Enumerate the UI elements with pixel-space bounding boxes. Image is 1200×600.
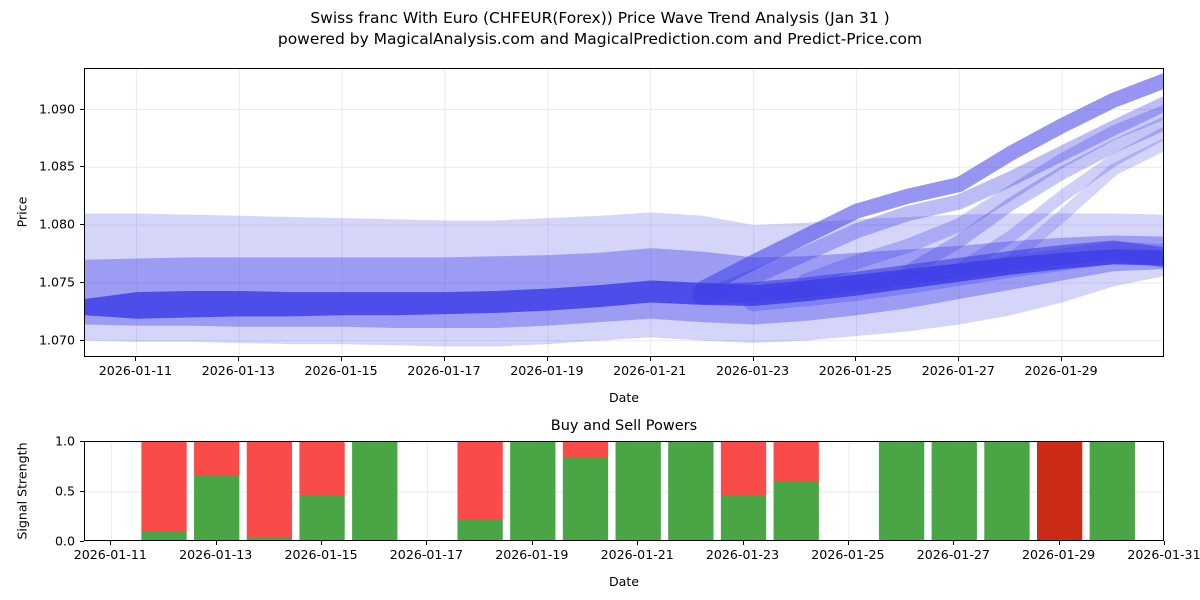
price-x-tick	[135, 357, 137, 361]
powers-x-tick	[953, 541, 955, 545]
price-y-tick-label: 1.085	[38, 158, 75, 174]
price-y-tick-label: 1.070	[38, 332, 75, 348]
powers-y-tick-label: 0.5	[54, 483, 75, 499]
powers-x-tick	[321, 541, 323, 545]
powers-y-tick-label: 1.0	[54, 433, 75, 449]
powers-x-tick-label: 2026-01-13	[179, 547, 253, 562]
powers-x-tick	[1164, 541, 1165, 545]
price-x-axis-label: Date	[608, 390, 640, 405]
powers-x-tick-label: 2026-01-11	[73, 547, 147, 562]
powers-y-tick	[80, 491, 84, 492]
powers-x-tick	[426, 541, 428, 545]
price-x-tick	[1061, 357, 1063, 361]
price-x-tick-label: 2026-01-15	[304, 363, 378, 378]
powers-x-tick-label: 2026-01-15	[284, 547, 358, 562]
powers-bars-svg	[85, 442, 1163, 540]
price-y-axis-label: Price	[14, 196, 30, 228]
powers-y-axis-label: Signal Strength	[14, 442, 30, 540]
price-x-tick	[855, 357, 857, 361]
powers-x-tick-label: 2026-01-25	[811, 547, 885, 562]
price-x-tick	[444, 357, 445, 361]
price-x-tick	[238, 357, 240, 361]
price-x-tick	[546, 357, 548, 361]
price-x-tick-label: 2026-01-29	[1024, 363, 1098, 378]
price-y-tick	[80, 166, 84, 168]
page-subtitle: powered by MagicalAnalysis.com and Magic…	[277, 30, 923, 48]
powers-x-tick	[742, 541, 744, 545]
price-wave-svg	[85, 69, 1163, 356]
powers-x-axis-label: Date	[608, 574, 640, 589]
powers-x-tick-label: 2026-01-23	[705, 547, 780, 562]
powers-x-tick-label: 2026-01-29	[1021, 547, 1096, 562]
powers-x-tick	[110, 541, 112, 545]
powers-x-tick-label: 2026-01-19	[495, 547, 569, 562]
price-x-tick	[341, 357, 343, 361]
price-y-tick-label: 1.075	[38, 274, 75, 290]
price-x-tick-label: 2026-01-25	[818, 363, 892, 378]
price-x-tick-label: 2026-01-21	[613, 363, 687, 378]
price-y-tick-label: 1.080	[38, 216, 75, 232]
price-x-tick	[649, 357, 651, 361]
powers-x-tick-label: 2026-01-31	[1127, 547, 1200, 562]
price-x-tick-label: 2026-01-27	[921, 363, 995, 378]
powers-x-tick-label: 2026-01-17	[389, 547, 463, 562]
price-y-tick-label: 1.090	[38, 101, 75, 116]
powers-x-tick-label: 2026-01-21	[600, 547, 674, 562]
price-y-tick	[80, 224, 84, 226]
page-title: Swiss franc With Euro (CHFEUR(Forex)) Pr…	[310, 9, 890, 27]
powers-plot-frame	[84, 441, 1164, 541]
price-y-tick	[80, 281, 84, 283]
powers-y-tick	[80, 441, 84, 442]
chart-title-block: Swiss franc With Euro (CHFEUR(Forex)) Pr…	[0, 8, 1200, 50]
powers-x-tick	[531, 541, 533, 545]
powers-y-tick	[80, 541, 84, 542]
price-y-tick	[80, 108, 84, 110]
price-x-tick-label: 2026-01-17	[407, 363, 481, 378]
price-x-tick-label: 2026-01-23	[715, 363, 790, 378]
powers-subplot-title: Buy and Sell Powers	[550, 418, 698, 434]
price-x-tick-label: 2026-01-11	[98, 363, 172, 378]
powers-x-tick	[1058, 541, 1060, 545]
powers-x-tick-label: 2026-01-27	[916, 547, 990, 562]
price-x-tick-label: 2026-01-19	[510, 363, 584, 378]
price-x-tick	[958, 357, 960, 361]
price-x-tick-label: 2026-01-13	[201, 363, 275, 378]
price-plot-frame	[84, 68, 1164, 357]
powers-y-tick-label: 0.0	[54, 533, 75, 549]
powers-x-tick	[637, 541, 639, 545]
price-y-tick	[80, 339, 84, 341]
price-x-tick	[752, 357, 754, 361]
powers-x-tick	[847, 541, 849, 545]
powers-x-tick	[215, 541, 217, 545]
